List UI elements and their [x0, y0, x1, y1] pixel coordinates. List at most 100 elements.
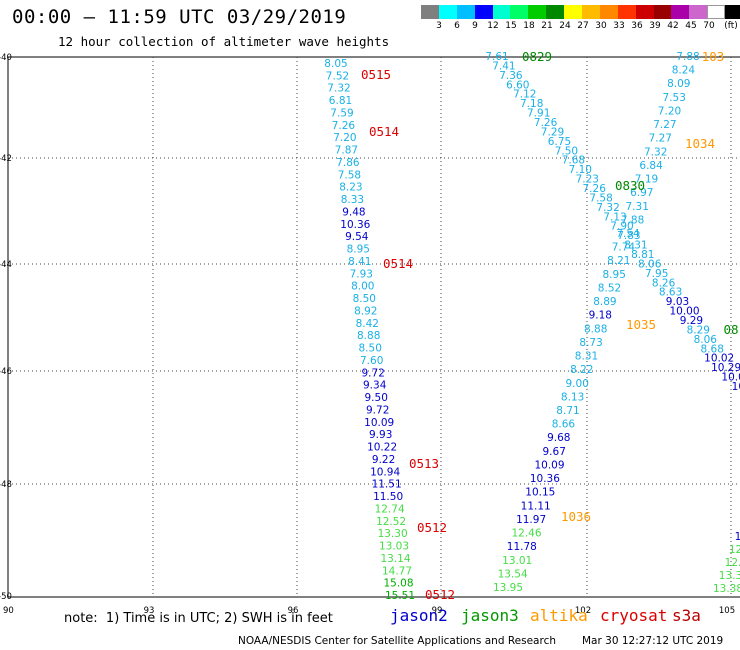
wave-height-value: 8.21: [607, 255, 630, 267]
wave-height-value: 7.59: [330, 108, 353, 120]
pass-time-label: 0512: [425, 587, 455, 602]
wave-height-value: 8.88: [357, 330, 380, 342]
color-scale-label: 42: [667, 21, 679, 31]
wave-height-value: 7.91: [527, 108, 550, 120]
wave-height-value: 13.03: [379, 541, 409, 553]
wave-height-value: 8.50: [353, 293, 376, 305]
color-scale-label: 30: [595, 21, 607, 31]
wave-height-value: 7.58: [589, 192, 612, 204]
wave-height-value: 8.06: [638, 258, 662, 270]
wave-height-value: 7.83: [617, 230, 640, 242]
wave-height-value: 10.0: [721, 372, 740, 384]
wave-height-value: 8.42: [356, 318, 379, 330]
color-scale-label: 45: [685, 21, 697, 31]
legend-altika: altika: [530, 606, 588, 625]
wave-height-value: 11.11: [521, 500, 551, 512]
wave-height-value: 10.15: [525, 487, 555, 499]
wave-height-value: 9.03: [666, 296, 689, 308]
color-scale-label: 24: [559, 21, 571, 31]
wave-height-value: 9.72: [362, 367, 385, 379]
wave-height-value: 9.54: [345, 231, 369, 243]
wave-height-value: 9.72: [366, 404, 389, 416]
color-scale-cell: [492, 5, 511, 19]
pass-time-label: 103: [702, 49, 725, 64]
footer-credit: NOAA/NESDIS Center for Satellite Applica…: [238, 635, 556, 647]
wave-height-value: 10.09: [534, 460, 564, 472]
wave-height-value: 9.29: [680, 315, 703, 327]
color-scale-cell: [510, 5, 529, 19]
wave-height-value: 9.68: [547, 432, 570, 444]
wave-height-value: 6.84: [639, 160, 663, 172]
color-scale-label: 15: [505, 21, 517, 31]
wave-height-value: 7.93: [350, 268, 373, 280]
wave-height-value: 8.05: [324, 58, 347, 70]
wave-height-value: 6.97: [630, 187, 653, 199]
longitude-label: 105: [719, 606, 735, 616]
wave-height-value: 10.02: [704, 353, 734, 365]
color-scale-cell: [599, 5, 618, 19]
wave-height-value: 7.18: [520, 98, 543, 110]
wave-height-value: 7.86: [336, 157, 360, 169]
pass-time-label: 1036: [561, 509, 591, 524]
color-scale-cell: [582, 5, 600, 19]
color-scale-cell: [671, 5, 690, 19]
wave-height-value: 8.31: [575, 351, 598, 363]
wave-height-value: 7.53: [663, 92, 686, 104]
pass-time-label: 0514: [383, 256, 413, 271]
wave-height-value: 8.63: [659, 287, 682, 299]
legend-cryosat: cryosat: [600, 606, 668, 625]
longitude-label: 90: [3, 606, 14, 616]
color-scale-cell: [438, 5, 457, 19]
pass-time-label: 0513: [409, 456, 439, 471]
pass-time-label: 0829: [522, 49, 552, 64]
wave-height-value: 8.33: [341, 194, 364, 206]
color-scale-label: 33: [613, 21, 625, 31]
longitude-label: 102: [575, 606, 591, 616]
wave-height-value: 7.88: [676, 51, 699, 63]
wave-height-value: 8.22: [570, 364, 593, 376]
wave-height-value: 10.36: [340, 219, 370, 231]
wave-height-value: 7.90: [610, 221, 633, 233]
note-text: note: 1) Time is in UTC; 2) SWH is in fe…: [64, 611, 333, 626]
color-scale-cell: [725, 5, 740, 19]
color-scale-label: (ft): [724, 21, 738, 31]
wave-height-value: 6.60: [506, 79, 529, 91]
wave-height-value: 7.88: [621, 214, 644, 226]
wave-height-value: 10.29: [711, 362, 740, 374]
color-scale-label: 39: [649, 21, 661, 31]
wave-height-value: 8.95: [347, 244, 370, 256]
color-scale-label: 36: [631, 21, 643, 31]
wave-height-value: 10.: [732, 381, 740, 393]
wave-height-value: 7.68: [562, 155, 585, 167]
latitude-label: -40: [0, 53, 12, 63]
pass-time-label: 1034: [685, 136, 715, 151]
wave-height-value: 11.78: [507, 541, 537, 553]
wave-height-value: 10.00: [669, 306, 699, 318]
wave-height-value: 7.13: [603, 211, 626, 223]
wave-height-value: 7.27: [649, 133, 672, 145]
wave-height-value: 12.74: [375, 503, 405, 515]
wave-height-value: 8.95: [603, 269, 626, 281]
wave-height-value: 12.46: [511, 528, 541, 540]
color-scale-label: 27: [577, 21, 589, 31]
wave-height-value: 13.54: [498, 568, 528, 580]
color-scale-label: 12: [487, 21, 499, 31]
wave-height-value: 7.95: [645, 268, 668, 280]
color-scale-cell: [474, 5, 493, 19]
pass-time-label: 0515: [361, 67, 391, 82]
wave-height-value: 9.50: [365, 392, 388, 404]
color-scale-label: 18: [523, 21, 535, 31]
wave-height-value: 13.01: [502, 555, 532, 567]
pass-time-label: 08: [723, 322, 738, 337]
wave-height-value: 10.36: [530, 473, 560, 485]
wave-height-value: 11.50: [373, 491, 403, 503]
color-scale-cell: [653, 5, 672, 19]
wave-height-value: 7.26: [534, 117, 558, 129]
wave-height-value: 8.06: [694, 334, 718, 346]
pass-time-label: 0830: [615, 178, 645, 193]
color-scale-label: 21: [541, 21, 553, 31]
color-scale-cell: [635, 5, 654, 19]
wave-height-value: 10.09: [364, 417, 394, 429]
wave-height-value: 13.38: [713, 583, 740, 595]
color-scale-cell: [421, 5, 439, 19]
